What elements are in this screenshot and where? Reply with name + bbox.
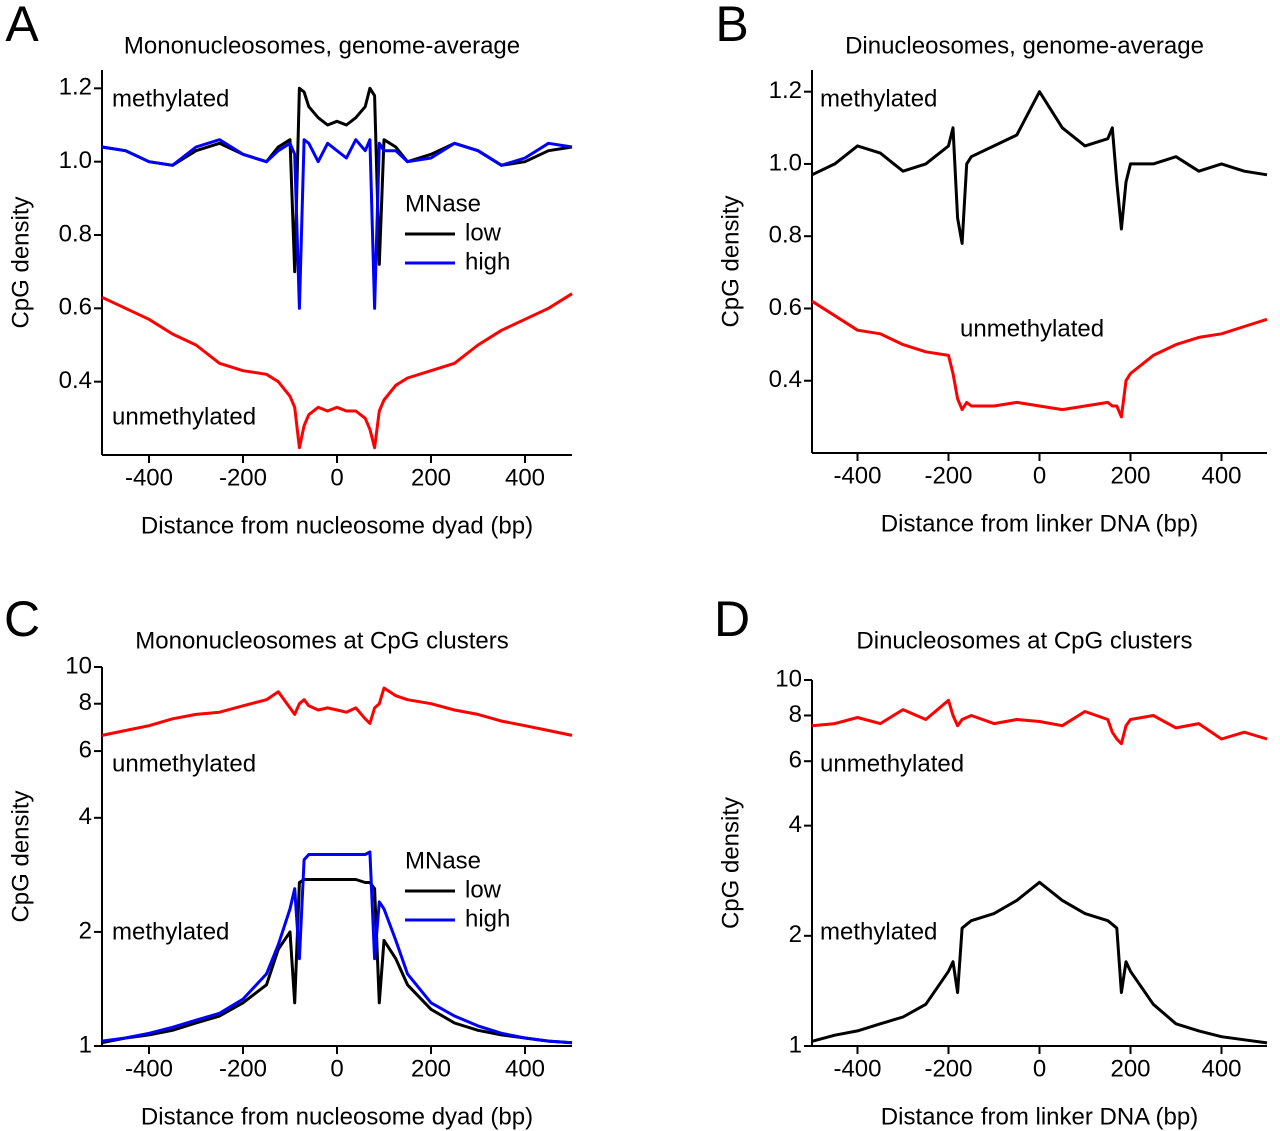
y-tick-label: 4 <box>789 811 802 838</box>
x-tick-label: 400 <box>505 464 545 491</box>
y-tick-label: 1.0 <box>59 147 92 174</box>
y-axis-label: CpG density <box>717 797 744 929</box>
x-tick-label: 200 <box>411 1055 451 1082</box>
x-axis-label: Distance from linker DNA (bp) <box>881 510 1198 537</box>
annotation: unmethylated <box>112 403 256 430</box>
x-tick-label: -400 <box>833 1055 881 1082</box>
annotation: unmethylated <box>820 750 964 777</box>
panel-letter: C <box>4 591 40 647</box>
x-axis-label: Distance from nucleosome dyad (bp) <box>141 512 533 539</box>
y-tick-label: 6 <box>789 747 802 774</box>
panel: C Mononucleosomes at CpG clusters Distance… <box>4 591 573 1130</box>
legend-label: low <box>465 219 502 246</box>
y-tick-label: 1 <box>79 1031 92 1058</box>
x-tick-label: 200 <box>1110 1055 1150 1082</box>
x-tick-label: -200 <box>219 464 267 491</box>
data-line <box>811 299 1268 419</box>
chart-title: Dinucleosomes, genome-average <box>845 32 1204 59</box>
y-tick-label: 2 <box>789 921 802 948</box>
annotation: methylated <box>112 85 229 112</box>
panel-letter: D <box>714 591 750 647</box>
x-tick-label: 0 <box>330 464 343 491</box>
y-tick-label: 10 <box>775 665 802 692</box>
chart-title: Dinucleosomes at CpG clusters <box>856 627 1192 654</box>
y-tick-label: 0.6 <box>769 294 802 321</box>
annotation: unmethylated <box>112 750 256 777</box>
y-tick-label: 0.4 <box>59 367 92 394</box>
y-tick-label: 0.8 <box>59 220 92 247</box>
data-line <box>101 850 573 1045</box>
chart-title: Mononucleosomes, genome-average <box>124 32 520 59</box>
legend-title: MNase <box>405 847 481 874</box>
annotation: methylated <box>820 918 937 945</box>
panel-letter: A <box>5 0 39 52</box>
y-tick-label: 6 <box>79 736 92 763</box>
x-tick-label: 0 <box>1033 1055 1046 1082</box>
x-tick-label: 0 <box>330 1055 343 1082</box>
y-axis-label: CpG density <box>717 195 744 327</box>
legend-label: high <box>465 248 510 275</box>
x-tick-label: -200 <box>924 1055 972 1082</box>
legend-label: low <box>465 876 502 903</box>
data-line <box>811 90 1268 245</box>
panel: B Dinucleosomes, genome-average Distance f… <box>715 0 1268 537</box>
x-axis-label: Distance from linker DNA (bp) <box>881 1103 1198 1130</box>
data-line <box>101 878 573 1045</box>
annotation: methylated <box>112 918 229 945</box>
data-line <box>101 86 573 274</box>
y-tick-label: 2 <box>79 917 92 944</box>
data-line <box>101 138 573 310</box>
panel: A Mononucleosomes, genome-average Distance… <box>5 0 573 539</box>
annotation: methylated <box>820 85 937 112</box>
y-tick-label: 1.2 <box>769 77 802 104</box>
data-line <box>101 686 573 737</box>
y-tick-label: 10 <box>65 652 92 679</box>
y-axis-label: CpG density <box>7 790 34 922</box>
x-tick-label: -400 <box>125 1055 173 1082</box>
x-tick-label: 400 <box>1201 462 1241 489</box>
y-axis-label: CpG density <box>7 196 34 328</box>
y-tick-label: 1.2 <box>59 74 92 101</box>
y-tick-label: 0.4 <box>769 366 802 393</box>
x-tick-label: -400 <box>125 464 173 491</box>
chart-title: Mononucleosomes at CpG clusters <box>135 627 509 654</box>
annotation: unmethylated <box>960 315 1104 342</box>
panel: D Dinucleosomes at CpG clusters Distance f… <box>714 591 1268 1130</box>
y-tick-label: 8 <box>79 689 92 716</box>
x-tick-label: -200 <box>924 462 972 489</box>
y-tick-label: 1.0 <box>769 149 802 176</box>
x-tick-label: 400 <box>505 1055 545 1082</box>
data-line <box>811 698 1268 746</box>
x-tick-label: -200 <box>219 1055 267 1082</box>
legend-title: MNase <box>405 190 481 217</box>
y-tick-label: 1 <box>789 1031 802 1058</box>
data-line <box>811 880 1268 1045</box>
x-tick-label: 200 <box>1110 462 1150 489</box>
x-tick-label: -400 <box>833 462 881 489</box>
x-tick-label: 400 <box>1201 1055 1241 1082</box>
y-tick-label: 0.8 <box>769 222 802 249</box>
x-axis-label: Distance from nucleosome dyad (bp) <box>141 1103 533 1130</box>
y-tick-label: 8 <box>789 701 802 728</box>
x-tick-label: 0 <box>1033 462 1046 489</box>
x-tick-label: 200 <box>411 464 451 491</box>
y-tick-label: 4 <box>79 803 92 830</box>
legend-label: high <box>465 905 510 932</box>
panel-letter: B <box>715 0 748 52</box>
data-line <box>101 292 573 450</box>
y-tick-label: 0.6 <box>59 294 92 321</box>
